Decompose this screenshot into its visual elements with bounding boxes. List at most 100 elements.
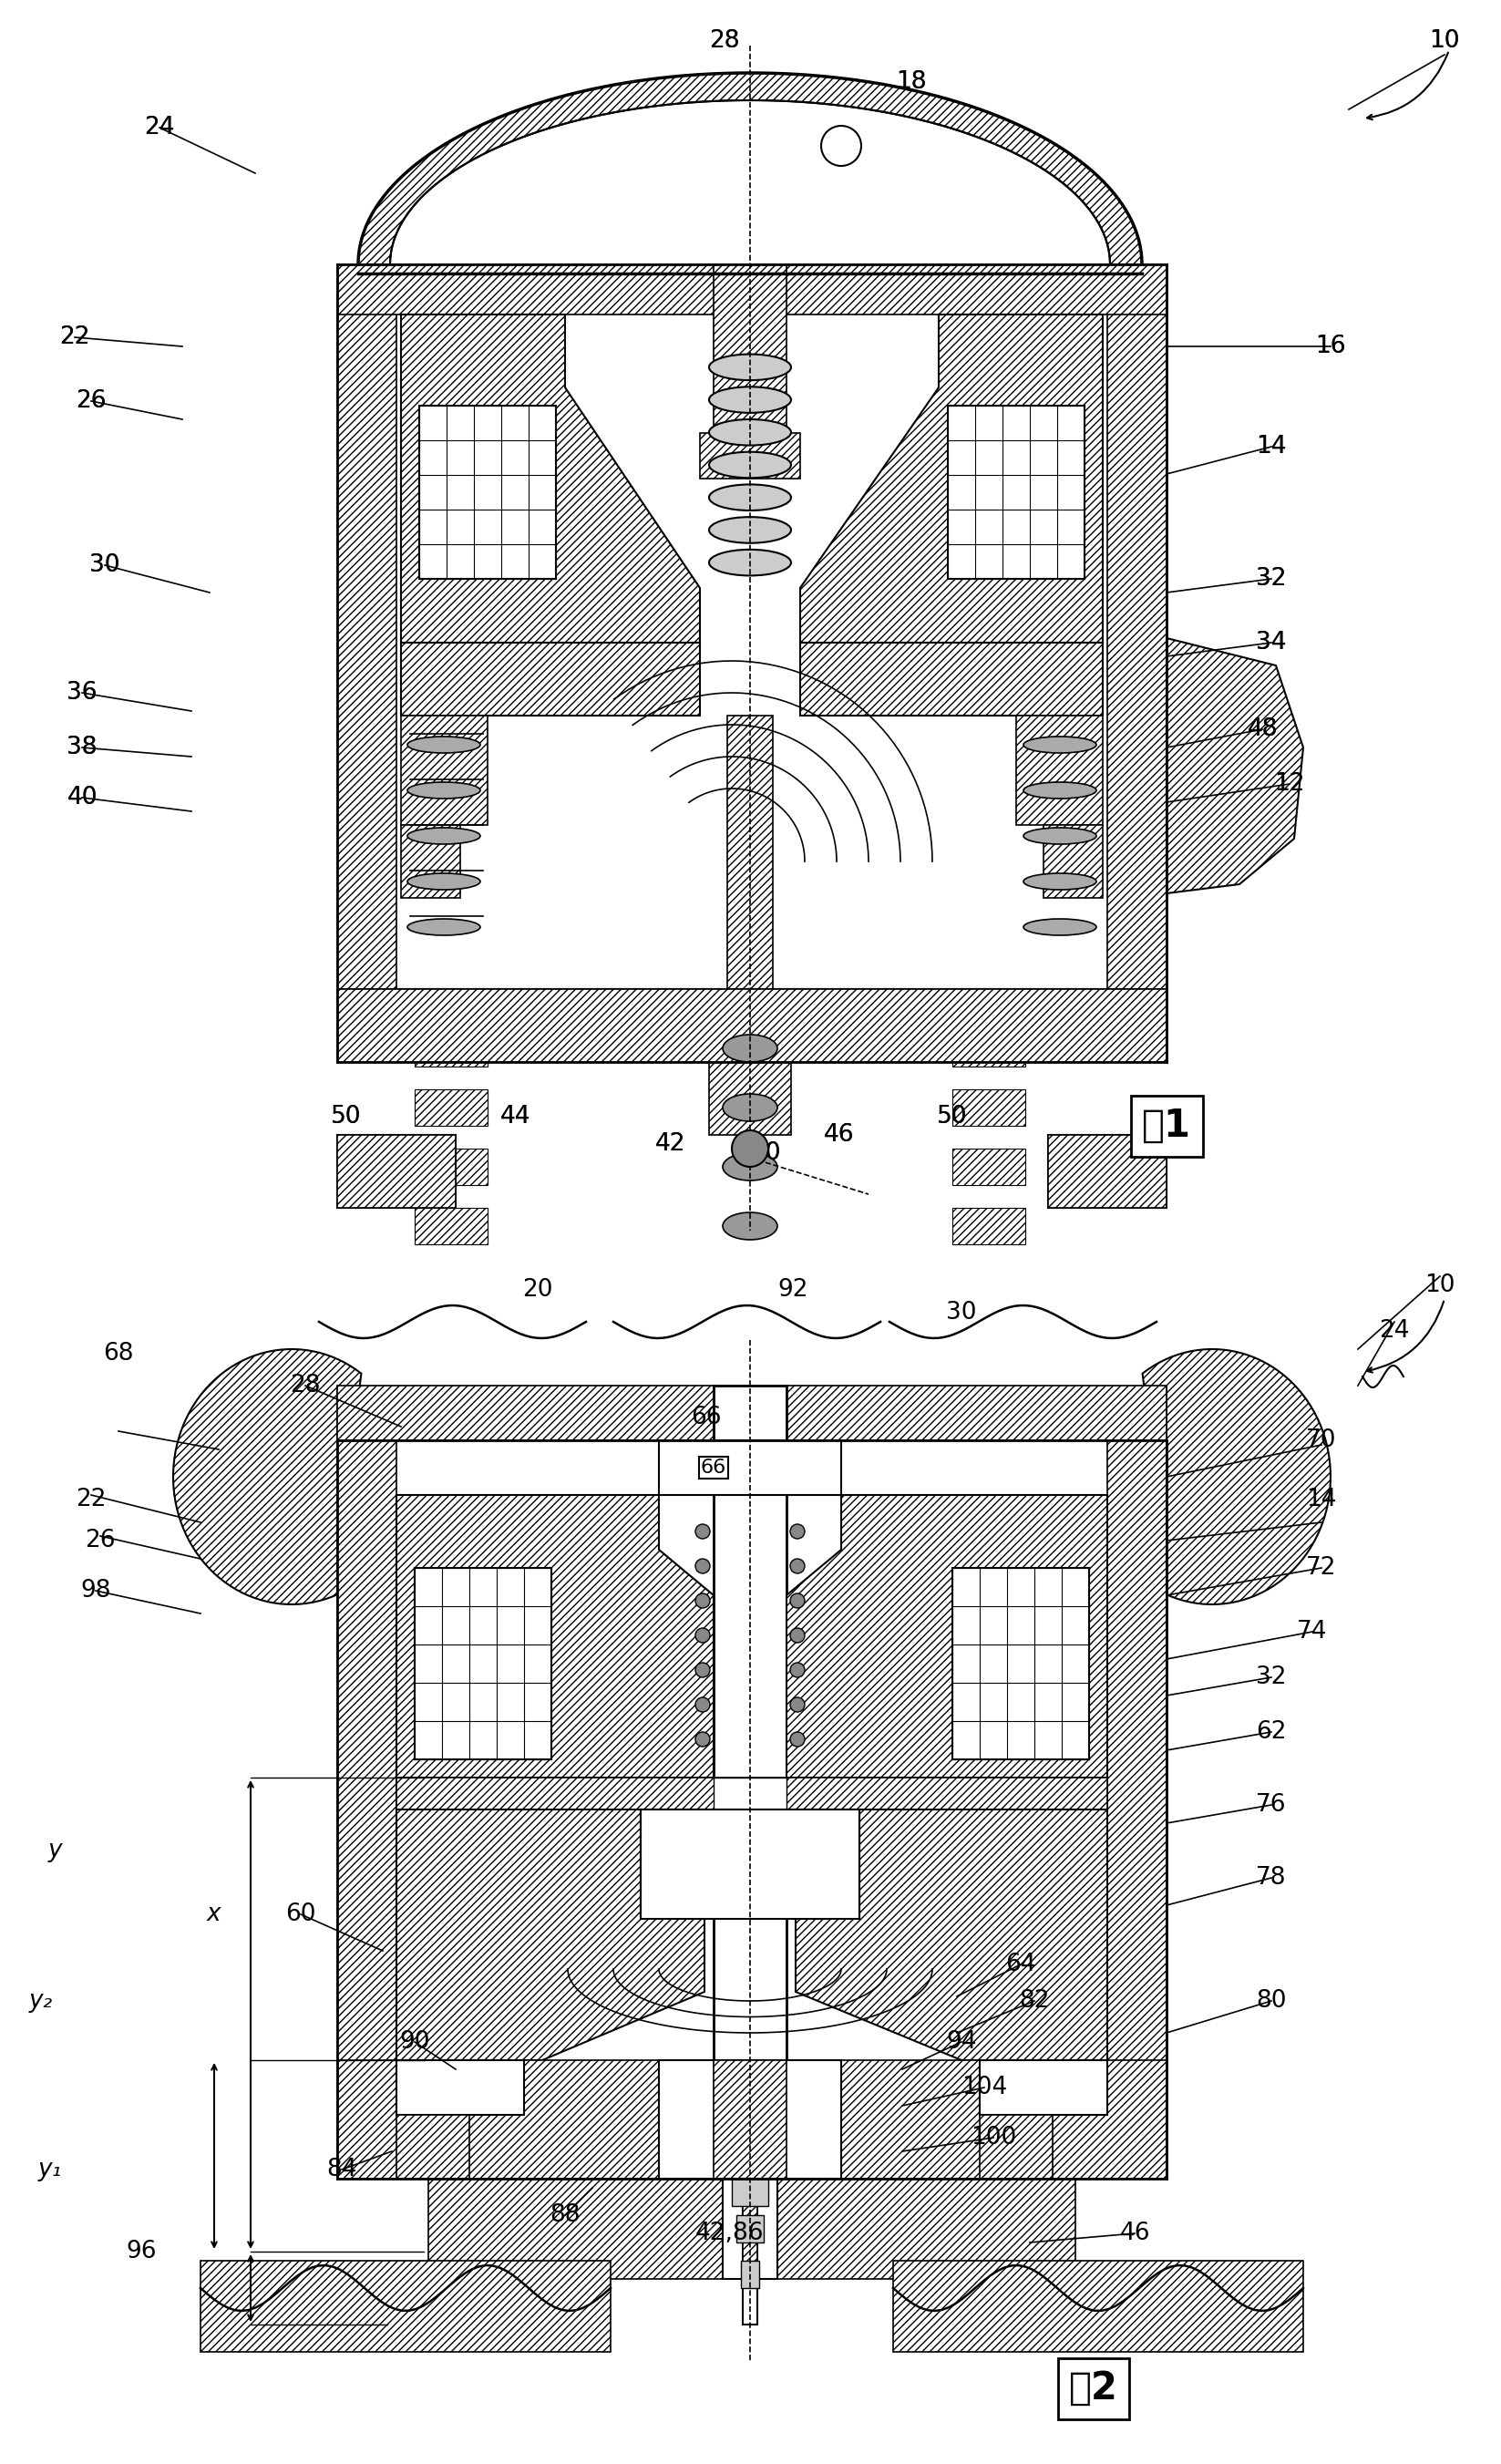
Bar [743,2178,758,2324]
Text: 20: 20 [750,1141,781,1165]
Bar [952,1089,1025,1126]
Circle shape [695,1698,710,1712]
Circle shape [790,1698,805,1712]
Bar [401,715,488,825]
Text: 30: 30 [90,554,120,577]
Ellipse shape [708,419,791,446]
Text: 16: 16 [1315,335,1346,357]
Ellipse shape [1024,828,1096,845]
Text: 48: 48 [1247,717,1277,742]
Circle shape [695,1629,710,1643]
Text: 14: 14 [1256,434,1286,458]
Text: 40: 40 [66,786,98,811]
Text: 26: 26 [77,389,107,414]
Polygon shape [800,643,1103,715]
Bar [713,2060,787,2178]
Text: 50: 50 [332,1104,362,1129]
Text: 80: 80 [1256,1988,1286,2013]
Bar [338,1136,456,1207]
Text: 78: 78 [1256,1865,1286,1890]
Circle shape [695,1525,710,1538]
Text: 98: 98 [81,1579,111,1602]
Text: 28: 28 [290,1375,321,1397]
Polygon shape [401,315,699,643]
Bar [659,1441,841,1496]
Bar [414,1030,488,1067]
Text: 30: 30 [946,1301,977,1326]
Text: 46: 46 [823,1124,854,1146]
Circle shape [790,1663,805,1678]
Bar [414,1148,488,1185]
Text: 30: 30 [90,554,120,577]
Ellipse shape [1024,872,1096,890]
Polygon shape [396,1809,704,2060]
Text: 10: 10 [1429,30,1460,52]
Text: 26: 26 [77,389,107,414]
Text: 28: 28 [710,30,740,52]
Text: 24: 24 [144,116,174,140]
Bar [952,1030,1025,1067]
Ellipse shape [407,919,480,936]
Text: 10: 10 [1429,30,1460,52]
Polygon shape [359,74,1142,264]
Bar [728,715,773,1008]
Polygon shape [173,1350,362,1604]
Ellipse shape [407,737,480,754]
Text: 18: 18 [896,69,926,94]
Ellipse shape [722,1212,778,1239]
Bar [713,264,787,434]
Circle shape [790,1594,805,1609]
Text: y₁: y₁ [38,2158,62,2181]
Bar [732,2178,769,2205]
Text: 40: 40 [66,786,98,811]
Text: 74: 74 [1297,1619,1327,1643]
Circle shape [821,126,862,165]
Polygon shape [396,1496,713,1777]
Text: 82: 82 [1019,1988,1049,2013]
Bar [952,1567,1090,1759]
Ellipse shape [708,485,791,510]
Bar [659,2060,841,2178]
Bar [338,988,1166,1008]
Text: 20: 20 [750,1141,781,1165]
Bar [947,407,1085,579]
Bar [414,1207,488,1244]
Text: 34: 34 [1256,631,1286,655]
Text: 38: 38 [66,737,98,759]
Polygon shape [401,643,699,715]
Text: 84: 84 [327,2158,357,2181]
Bar [893,2259,1303,2351]
Bar [338,1385,1166,1441]
Bar [952,1148,1025,1185]
Circle shape [790,1525,805,1538]
Bar [338,2060,1166,2178]
Bar [401,988,1103,1008]
Text: 100: 100 [971,2126,1016,2149]
Text: 42,86: 42,86 [695,2223,764,2245]
Bar [338,1441,396,2178]
Polygon shape [787,1496,1108,1777]
Text: 36: 36 [66,680,98,705]
Bar [428,2178,1075,2279]
Polygon shape [1166,638,1303,894]
Ellipse shape [708,517,791,542]
Text: 22: 22 [60,325,90,350]
Text: 50: 50 [332,1104,362,1129]
Circle shape [695,1560,710,1574]
Ellipse shape [407,872,480,890]
Circle shape [732,1131,769,1168]
Text: 76: 76 [1256,1794,1286,1816]
Text: 42: 42 [654,1131,684,1156]
Bar [338,264,396,1062]
Text: 66: 66 [690,1404,722,1429]
Text: 10: 10 [1424,1274,1454,1296]
Bar [713,1385,787,2060]
Bar [414,1567,551,1759]
Text: 44: 44 [500,1104,530,1129]
Bar [952,1207,1025,1244]
Bar [722,2178,778,2279]
Ellipse shape [1024,781,1096,798]
Ellipse shape [722,1035,778,1062]
Text: 42: 42 [654,1131,684,1156]
Bar [743,2205,758,2279]
